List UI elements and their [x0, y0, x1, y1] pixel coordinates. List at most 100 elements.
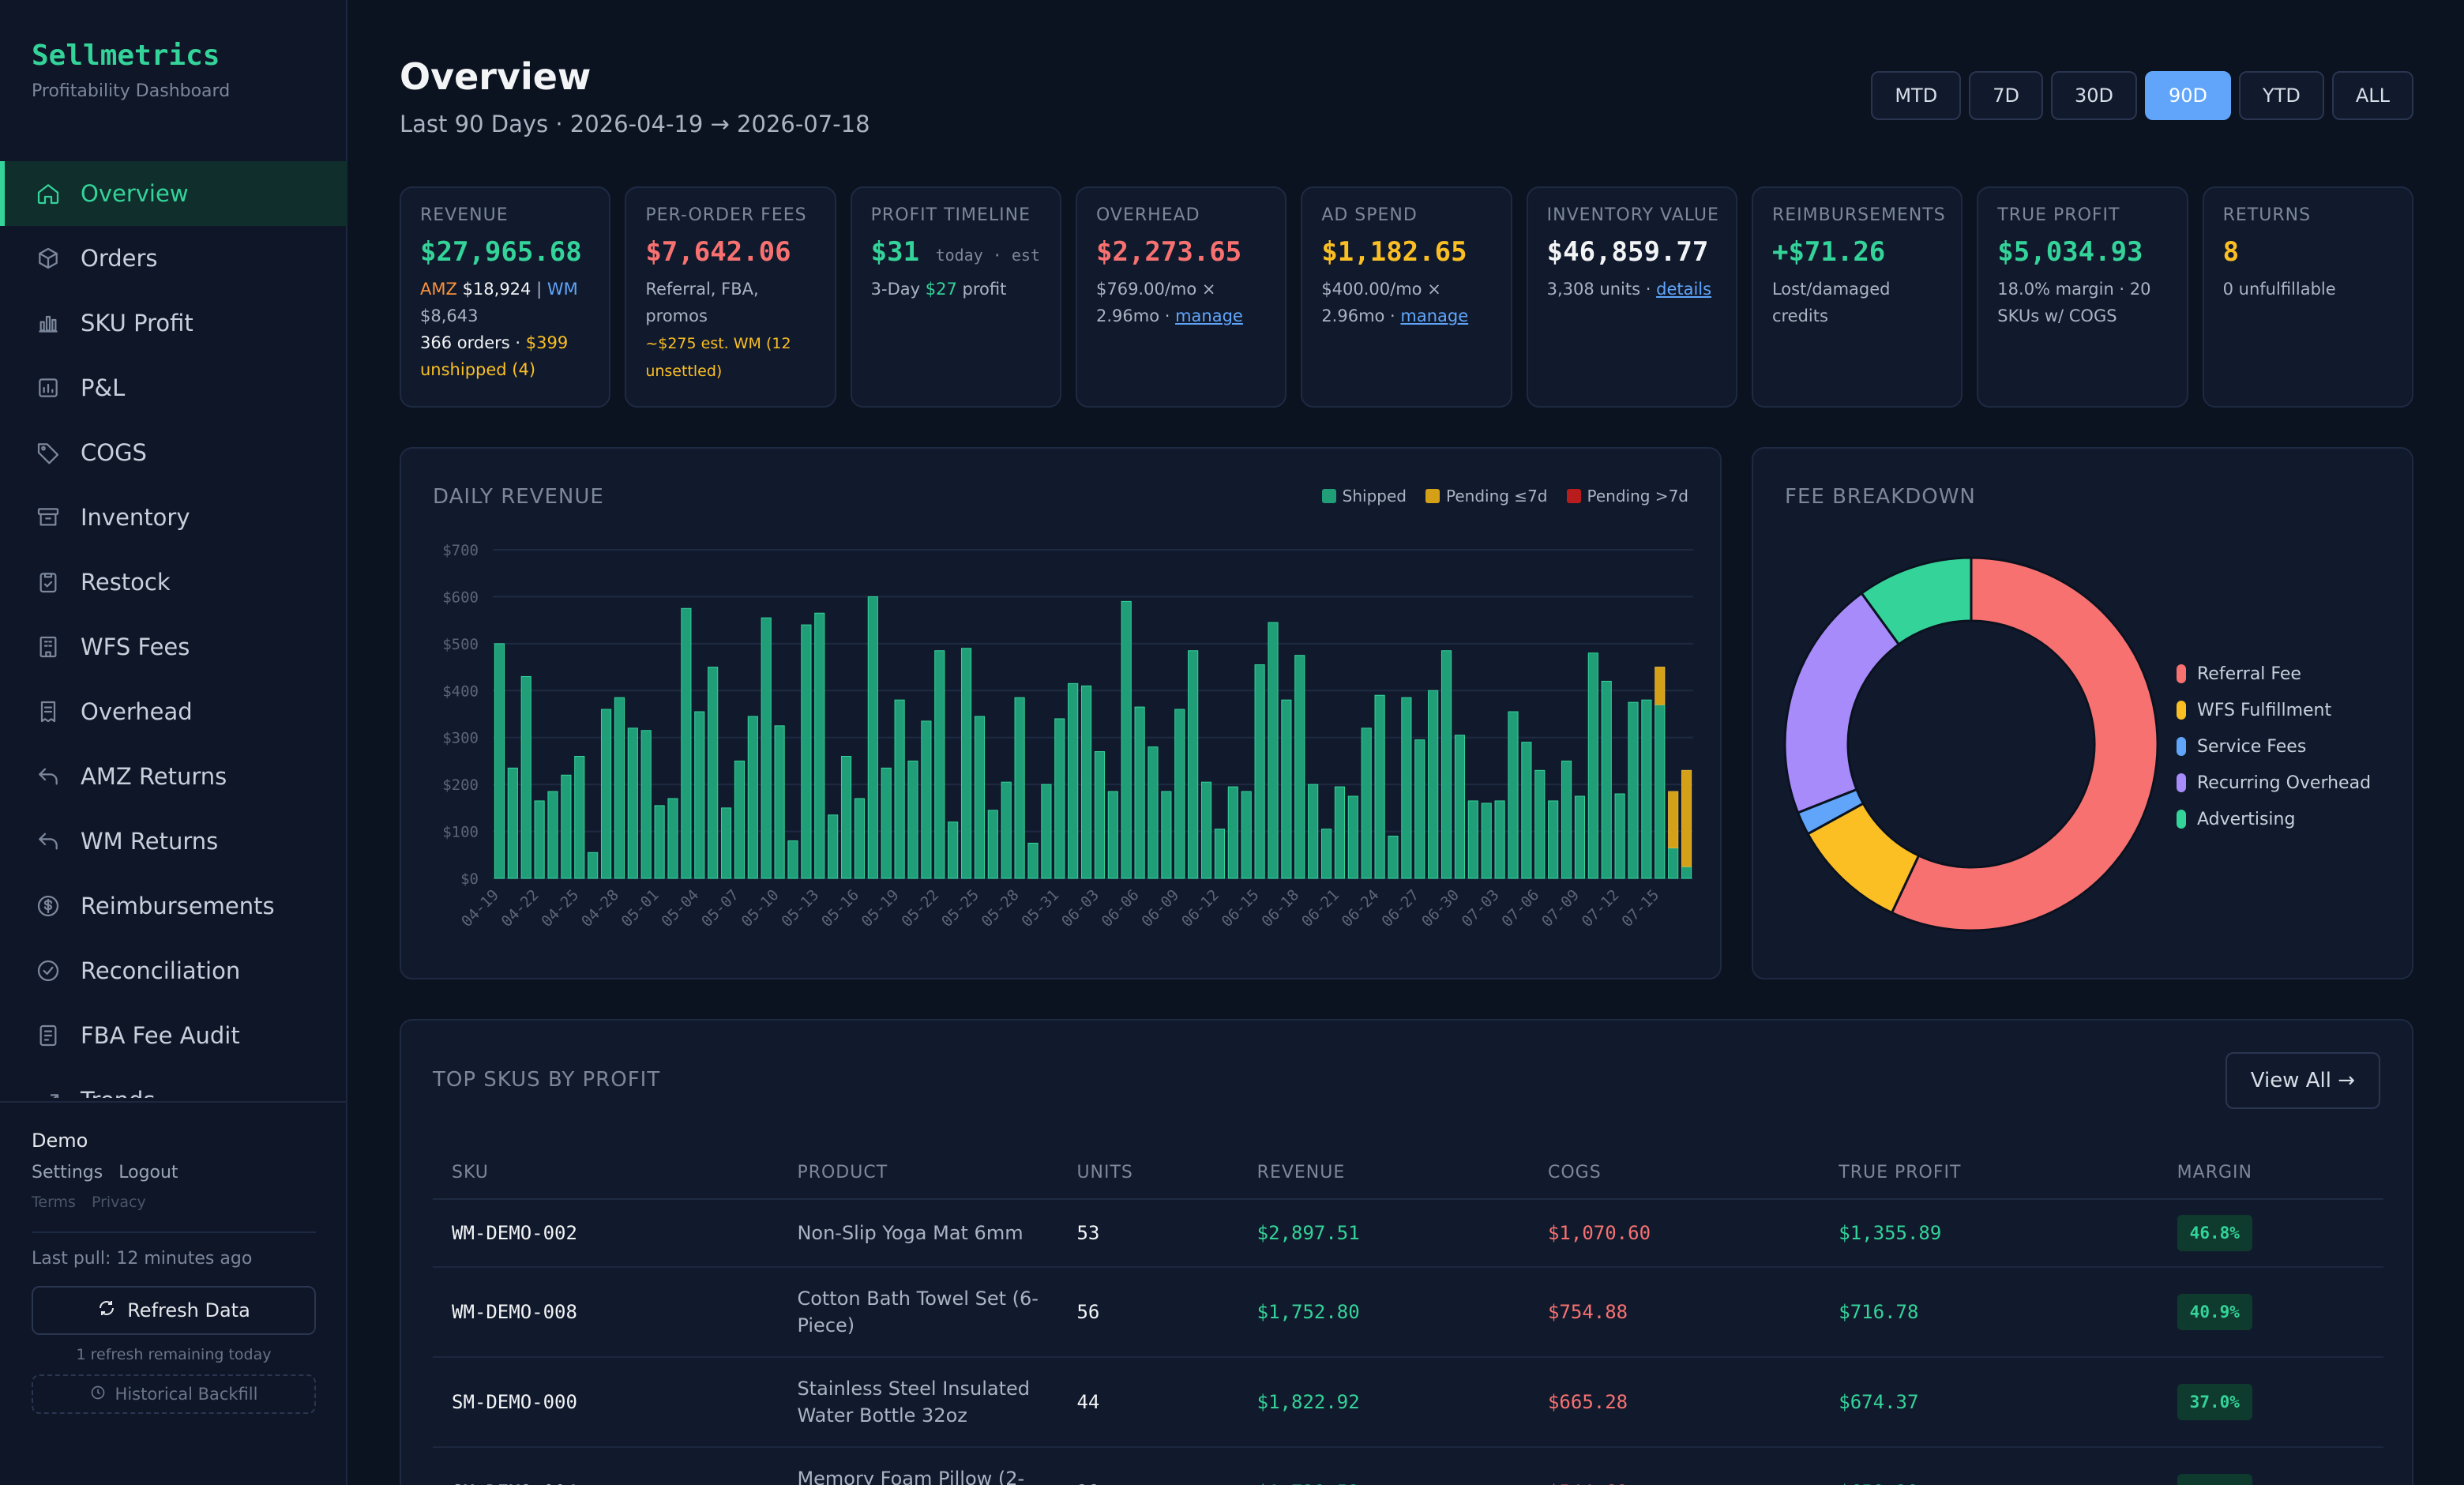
range-button-mtd[interactable]: MTD: [1871, 71, 1962, 120]
column-header[interactable]: Units: [1057, 1147, 1238, 1200]
sidebar-item-label: WFS Fees: [81, 633, 190, 660]
legend-dot: [2177, 664, 2186, 683]
bar-shipped: [1214, 829, 1226, 879]
bar-shipped: [1080, 685, 1092, 879]
sidebar-item-overhead[interactable]: Overhead: [0, 679, 347, 744]
settings-link[interactable]: Settings: [32, 1163, 103, 1182]
range-button-90d[interactable]: 90D: [2144, 71, 2232, 120]
x-tick-label: 05-13: [778, 886, 822, 930]
manage-ad-spend-link[interactable]: manage: [1400, 306, 1469, 325]
bar-shipped: [1548, 800, 1559, 879]
donut-slice: [1890, 556, 2159, 932]
range-button-ytd[interactable]: YTD: [2239, 71, 2324, 120]
cogs-cell: $754.88: [1528, 1267, 1820, 1358]
sidebar-item-label: Inventory: [81, 504, 190, 531]
sidebar-item-wm-returns[interactable]: WM Returns: [0, 809, 347, 874]
column-header[interactable]: True Profit: [1820, 1147, 2158, 1200]
brand-name[interactable]: Sellmetrics: [32, 39, 220, 72]
bar-shipped: [588, 852, 599, 879]
kpi-label: True Profit: [1997, 205, 2120, 225]
bar-shipped: [948, 821, 959, 879]
units-cell: 56: [1057, 1267, 1238, 1358]
sidebar-item-restock[interactable]: Restock: [0, 550, 347, 615]
margin-badge: 46.8%: [2177, 1215, 2252, 1251]
kpi-row: Revenue $27,965.68 AMZ $18,924 | WM $8,6…: [400, 186, 2413, 408]
donut-legend-item: Advertising: [2177, 801, 2371, 837]
bar-shipped: [547, 791, 558, 879]
bar-shipped: [1254, 664, 1265, 879]
table-row[interactable]: WM-DEMO-008 Cotton Bath Towel Set (6-Piec…: [433, 1267, 2383, 1358]
x-tick-label: 06-09: [1138, 886, 1182, 930]
legend-dot: [2177, 773, 2186, 792]
inventory-details-link[interactable]: details: [1656, 280, 1712, 299]
donut-legend-item: Recurring Overhead: [2177, 765, 2371, 801]
bar-shipped: [1401, 697, 1412, 879]
profit-cell: $674.37: [1820, 1357, 2158, 1448]
sidebar-item-overview[interactable]: Overview: [0, 161, 347, 226]
legend-label: Referral Fee: [2197, 664, 2301, 684]
sidebar-item-inventory[interactable]: Inventory: [0, 485, 347, 550]
kpi-label: Revenue: [420, 205, 509, 225]
last-pull-text: Last pull: 12 minutes ago: [32, 1249, 253, 1269]
bar-shipped: [1361, 727, 1372, 879]
sidebar-item-wfs-fees[interactable]: WFS Fees: [0, 615, 347, 679]
y-tick-label: $200: [442, 776, 479, 794]
range-button-7d[interactable]: 7D: [1969, 71, 2043, 120]
profit-cell: $716.78: [1820, 1267, 2158, 1358]
table-row[interactable]: SM-DEMO-000 Stainless Steel Insulated Wat…: [433, 1357, 2383, 1448]
sidebar-item-p-l[interactable]: P&L: [0, 355, 347, 420]
table-row[interactable]: WM-DEMO-002 Non-Slip Yoga Mat 6mm 53 $2,897…: [433, 1199, 2383, 1268]
sidebar-item-trends[interactable]: Trends: [0, 1068, 347, 1098]
historical-backfill-button[interactable]: Historical Backfill: [32, 1374, 316, 1414]
sidebar-item-label: COGS: [81, 439, 147, 466]
bar-shipped: [960, 648, 972, 879]
donut-legend: Referral Fee WFS Fulfillment Service Fees R…: [2177, 656, 2371, 837]
bar-shipped: [1347, 795, 1358, 879]
product-cell: Non-Slip Yoga Mat 6mm: [778, 1199, 1058, 1268]
privacy-link[interactable]: Privacy: [91, 1194, 146, 1211]
legend-swatch: [1321, 489, 1336, 503]
bar-shipped: [1054, 718, 1065, 879]
kpi-value: $7,642.06: [645, 236, 791, 268]
sidebar-item-label: P&L: [81, 374, 126, 401]
terms-link[interactable]: Terms: [32, 1194, 76, 1211]
column-header[interactable]: COGS: [1528, 1147, 1820, 1200]
legend-item: Pending ≤7d: [1425, 487, 1548, 506]
manage-overhead-link[interactable]: manage: [1175, 306, 1243, 325]
table-row[interactable]: SM-DEMO-004Memory Foam Pillow (2-Pack)38…: [433, 1447, 2383, 1485]
sidebar-item-sku-profit[interactable]: SKU Profit: [0, 291, 347, 355]
amz-value: $18,924: [462, 280, 531, 299]
x-tick-label: 07-06: [1498, 886, 1542, 930]
column-header[interactable]: SKU: [433, 1147, 779, 1200]
range-button-all[interactable]: ALL: [2331, 71, 2413, 120]
units-cell: 53: [1057, 1199, 1238, 1268]
bar-shipped: [1467, 800, 1478, 879]
margin-badge: 37.0%: [2177, 1384, 2252, 1420]
column-header[interactable]: Margin: [2158, 1147, 2383, 1200]
legend-label: Service Fees: [2197, 736, 2307, 757]
column-header[interactable]: Product: [778, 1147, 1058, 1200]
view-all-button[interactable]: View All →: [2225, 1052, 2380, 1109]
range-button-30d[interactable]: 30D: [2050, 71, 2137, 120]
x-tick-label: 05-25: [938, 886, 982, 930]
refresh-data-button[interactable]: Refresh Data: [32, 1286, 316, 1335]
check-circle-icon: [35, 957, 62, 984]
column-header[interactable]: Revenue: [1238, 1147, 1529, 1200]
sidebar-item-orders[interactable]: Orders: [0, 226, 347, 291]
sidebar-item-amz-returns[interactable]: AMZ Returns: [0, 744, 347, 809]
sidebar-item-label: AMZ Returns: [81, 763, 227, 790]
product-cell: Memory Foam Pillow (2-Pack): [778, 1447, 1058, 1485]
top-skus-panel: Top SKUs by Profit View All → SKU Product…: [400, 1019, 2413, 1485]
sku-cell: SM-DEMO-004: [433, 1447, 779, 1485]
kpi-reimbursements: Reimbursements +$71.26 Lost/damaged cred…: [1751, 186, 1963, 408]
bar-shipped: [881, 767, 892, 879]
kpi-per-order-fees: Per-Order Fees $7,642.06 Referral, FBA, …: [625, 186, 836, 408]
sidebar-item-fba-fee-audit[interactable]: FBA Fee Audit: [0, 1003, 347, 1068]
sidebar-item-label: Trends: [81, 1087, 155, 1098]
sidebar-item-reconciliation[interactable]: Reconciliation: [0, 938, 347, 1003]
logout-link[interactable]: Logout: [118, 1163, 178, 1182]
sidebar-item-cogs[interactable]: COGS: [0, 420, 347, 485]
kpi-value: $31 today · est: [871, 236, 1041, 268]
bar-shipped: [974, 716, 986, 879]
sidebar-item-reimbursements[interactable]: Reimbursements: [0, 874, 347, 938]
